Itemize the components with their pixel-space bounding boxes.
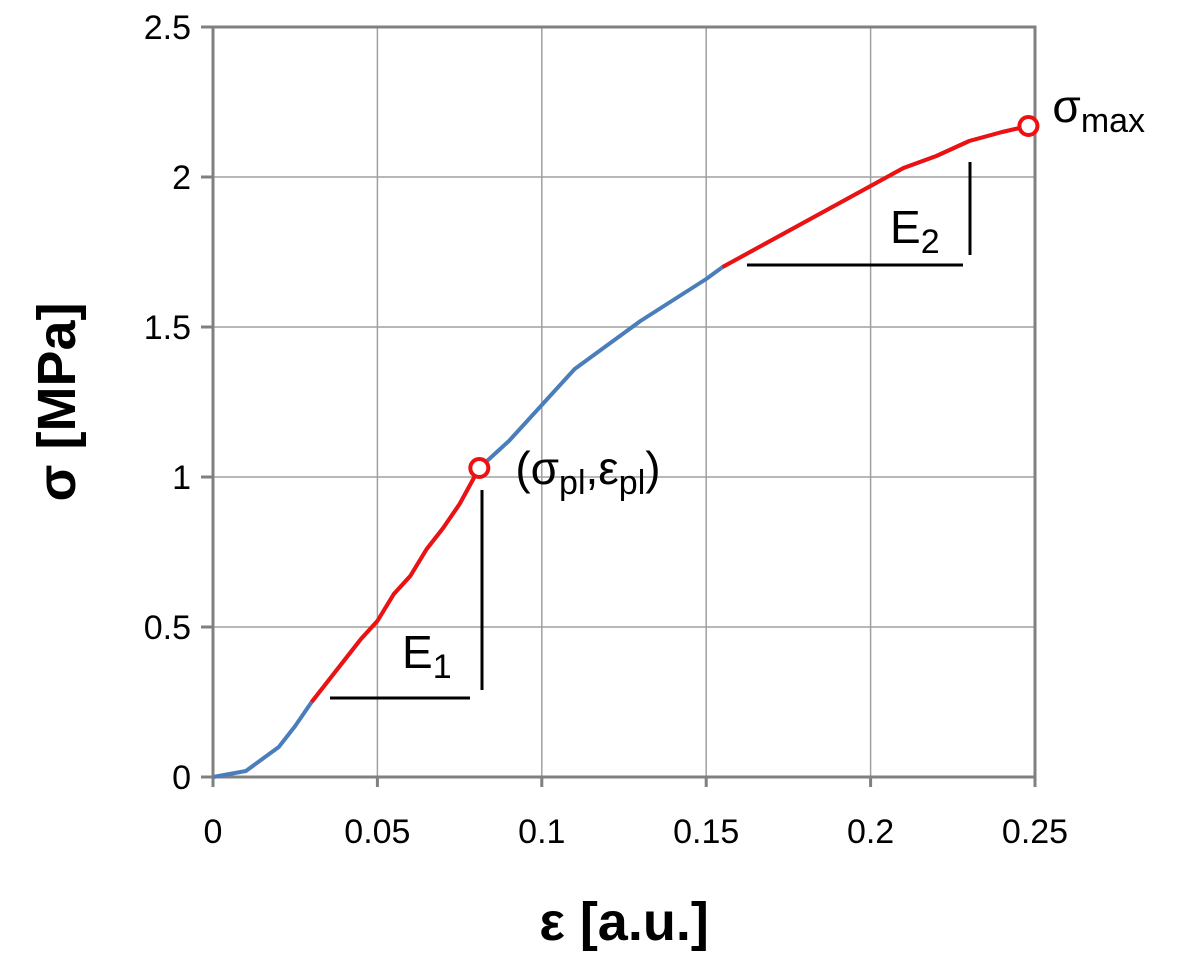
y-tick-label: 1.5 <box>144 309 191 347</box>
x-axis-title: ε [a.u.] <box>539 892 709 952</box>
label-part: (σ <box>515 442 559 494</box>
x-tick-label: 0.1 <box>518 813 565 851</box>
point-label: (σpl,εpl) <box>515 442 660 502</box>
label-part: σ <box>1052 80 1080 132</box>
x-tick-label: 0.2 <box>847 813 894 851</box>
x-tick-label: 0.25 <box>1002 813 1068 851</box>
y-tick-label: 0 <box>172 759 191 797</box>
x-tick-label: 0.15 <box>673 813 739 851</box>
y-tick-label: 2 <box>172 159 191 197</box>
y-tick-label: 2.5 <box>144 9 191 47</box>
x-tick-label: 0.05 <box>344 813 410 851</box>
point-marker <box>468 457 491 479</box>
slope-label: E2 <box>890 201 940 261</box>
label-part: E <box>890 201 921 253</box>
plot-frame <box>211 25 1037 779</box>
label-part: ,ε <box>586 442 619 494</box>
label-part: E <box>402 626 433 678</box>
y-tick-label: 1 <box>172 459 191 497</box>
curve <box>310 124 1029 704</box>
subscript: max <box>1081 102 1145 140</box>
point-label: σmax <box>1052 80 1145 140</box>
subscript: 1 <box>433 648 452 686</box>
subscript: 2 <box>921 223 940 261</box>
x-tick-label: 0 <box>204 813 223 851</box>
slope-label: E1 <box>402 626 452 686</box>
label-part: ) <box>645 442 660 494</box>
subscript: pl <box>559 464 585 502</box>
y-axis-title: σ [MPa] <box>27 303 87 502</box>
point-marker <box>1017 115 1040 137</box>
y-tick-label: 0.5 <box>144 609 191 647</box>
subscript: pl <box>619 464 645 502</box>
